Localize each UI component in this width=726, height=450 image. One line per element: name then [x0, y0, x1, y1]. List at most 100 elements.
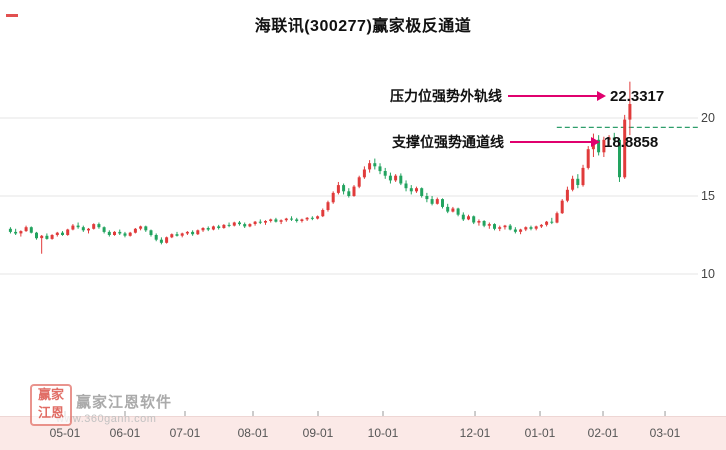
candle	[227, 222, 231, 228]
candle	[477, 219, 481, 226]
candle	[534, 225, 538, 231]
candle	[92, 223, 96, 230]
candle	[482, 220, 486, 228]
brand-url: www.360gann.com	[56, 413, 157, 425]
candle	[253, 220, 257, 226]
candle	[238, 220, 241, 226]
candle	[399, 173, 403, 186]
resistance-annotation: 压力位强势外轨线 22.3317	[390, 86, 664, 106]
candle	[602, 136, 606, 157]
candle	[258, 219, 262, 225]
resistance-value: 22.3317	[610, 87, 665, 105]
candle	[87, 227, 90, 234]
candle	[555, 211, 559, 224]
candle	[24, 225, 28, 232]
x-axis-label: 10-01	[367, 426, 399, 440]
candle	[290, 216, 293, 221]
candle	[185, 231, 189, 235]
candlestick-chart: 10 15 20	[0, 81, 715, 417]
candle	[508, 224, 512, 231]
x-axis-label: 03-01	[649, 426, 681, 440]
candle	[133, 227, 137, 234]
candle	[336, 181, 340, 195]
candle	[513, 227, 517, 234]
candle	[326, 200, 330, 212]
candle	[66, 228, 70, 236]
candle	[586, 146, 590, 170]
candle	[180, 232, 184, 238]
candle	[113, 231, 116, 236]
y-axis-label: 15	[701, 189, 715, 203]
candle	[264, 220, 267, 225]
candle	[97, 222, 101, 229]
candle	[165, 236, 169, 244]
candle	[347, 188, 351, 198]
x-axis-strip: 05-01 06-01 07-01 08-01 09-01 10-01 12-01 01-01…	[0, 416, 726, 450]
candle	[248, 223, 252, 228]
candle	[435, 197, 439, 205]
candle	[420, 187, 424, 198]
x-axis-label: 08-01	[237, 426, 269, 440]
candle	[576, 174, 580, 189]
x-axis-label: 07-01	[169, 426, 201, 440]
candle	[8, 227, 12, 234]
candle	[519, 228, 523, 235]
support-arrow-icon	[510, 137, 600, 147]
corner-mark	[6, 14, 18, 17]
candle	[331, 191, 335, 204]
candle	[352, 185, 356, 197]
x-axis-label: 01-01	[524, 426, 556, 440]
candle	[388, 172, 392, 184]
candle	[404, 180, 408, 192]
x-axis-label: 02-01	[587, 426, 619, 440]
candle	[550, 217, 554, 225]
x-axis-label: 09-01	[302, 426, 334, 440]
x-axis-label: 06-01	[109, 426, 141, 440]
brand-logo-icon: 赢家 江恩	[30, 384, 72, 426]
candle	[206, 226, 210, 232]
y-axis-labels: 10 15 20	[701, 111, 715, 281]
candle	[446, 203, 450, 214]
candle	[461, 212, 465, 221]
candle	[607, 135, 611, 147]
brand-logo-line1: 赢家	[37, 387, 64, 402]
candle	[211, 225, 215, 231]
candle	[139, 225, 143, 231]
candle	[201, 227, 205, 232]
candle	[196, 229, 200, 235]
candle	[55, 231, 59, 237]
candle	[571, 175, 575, 192]
candle	[29, 226, 33, 234]
candle	[40, 235, 44, 254]
candle	[76, 222, 80, 229]
candle	[321, 208, 325, 218]
resistance-label: 压力位强势外轨线	[390, 88, 502, 104]
candle	[222, 224, 226, 229]
candle	[503, 224, 507, 230]
candle	[284, 217, 288, 222]
candle	[107, 230, 111, 237]
candle	[373, 158, 377, 170]
candle	[243, 222, 247, 228]
y-axis-label: 10	[701, 267, 715, 281]
candle	[274, 217, 278, 223]
candle	[545, 220, 549, 227]
candle	[472, 215, 476, 225]
candle	[14, 228, 18, 235]
candle	[498, 225, 502, 232]
candle	[383, 167, 387, 179]
candle	[175, 231, 179, 237]
candle	[50, 234, 54, 240]
candle	[456, 207, 460, 217]
x-axis-label: 12-01	[459, 426, 491, 440]
candle	[425, 192, 429, 203]
candle	[441, 198, 444, 209]
x-axis-label: 05-01	[49, 426, 81, 440]
candle	[35, 231, 38, 240]
support-value: 18.8858	[604, 133, 659, 151]
candle	[409, 185, 413, 195]
page-title: 海联讯(300277)赢家极反通道	[254, 18, 472, 35]
candle	[123, 231, 127, 238]
candle	[191, 230, 195, 236]
